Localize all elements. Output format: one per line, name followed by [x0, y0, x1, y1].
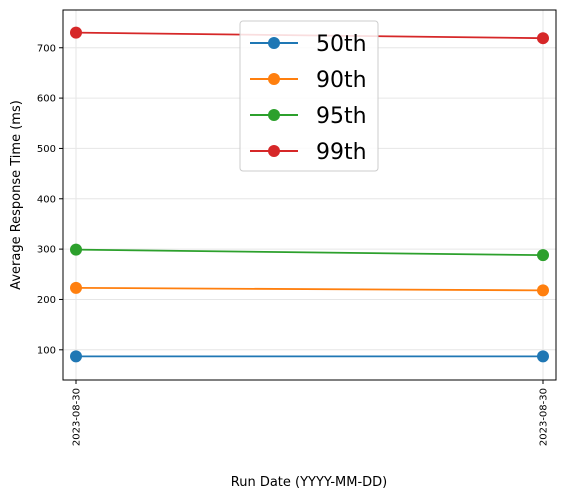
data-point-99th	[537, 32, 549, 45]
y-tick-label: 600	[37, 94, 56, 105]
y-tick-label: 100	[37, 345, 56, 356]
legend-label-99th: 99th	[316, 140, 367, 165]
legend-marker-50th	[268, 37, 280, 49]
data-point-50th	[537, 350, 549, 363]
legend-label-50th: 50th	[316, 32, 367, 57]
legend-label-95th: 95th	[316, 104, 367, 129]
series-lines	[70, 26, 549, 363]
series-line-90th	[75, 286, 544, 292]
series-line-95th	[75, 248, 544, 257]
x-axis-label: Run Date (YYYY-MM-DD)	[231, 475, 387, 490]
legend-label-90th: 90th	[316, 68, 367, 93]
legend-marker-90th	[268, 73, 280, 85]
data-point-50th	[70, 350, 82, 363]
y-axis: 100 200 300 400 500 600 700	[37, 43, 63, 356]
legend-marker-99th	[268, 145, 280, 157]
data-point-99th	[70, 26, 82, 39]
y-axis-label: Average Response Time (ms)	[9, 100, 24, 290]
data-point-95th	[70, 243, 82, 256]
legend: 50th 90th 95th 99th	[239, 20, 379, 172]
data-point-90th	[537, 284, 549, 297]
plot-frame	[62, 9, 557, 381]
legend-box	[239, 20, 379, 172]
data-point-90th	[70, 281, 82, 294]
data-point-95th	[537, 249, 549, 262]
y-tick-label: 400	[37, 194, 56, 205]
y-tick-label: 700	[37, 43, 56, 54]
legend-marker-95th	[268, 109, 280, 121]
x-tick-label: 2023-08-30	[539, 388, 550, 446]
x-axis: 2023-08-30 2023-08-30	[72, 380, 550, 446]
y-tick-label: 200	[37, 295, 56, 306]
x-tick-label: 2023-08-30	[72, 388, 83, 446]
y-tick-label: 500	[37, 144, 56, 155]
y-tick-label: 300	[37, 245, 56, 256]
